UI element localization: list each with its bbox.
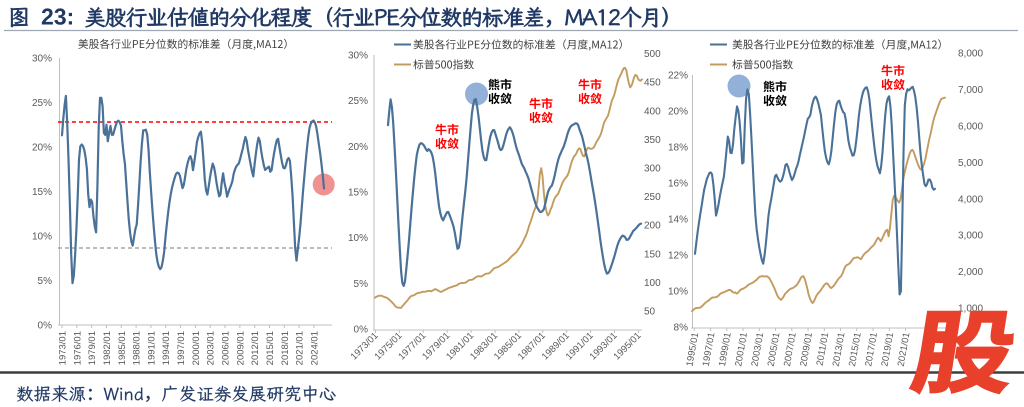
svg-text:22%: 22% bbox=[668, 71, 688, 82]
svg-text:2024/01: 2024/01 bbox=[309, 331, 320, 365]
svg-text:5%: 5% bbox=[354, 279, 369, 290]
svg-text:2012/01: 2012/01 bbox=[250, 331, 261, 365]
svg-text:2021/01: 2021/01 bbox=[295, 331, 306, 365]
svg-text:200: 200 bbox=[644, 221, 661, 232]
svg-text:7,000: 7,000 bbox=[958, 85, 983, 96]
svg-text:400: 400 bbox=[644, 106, 661, 117]
svg-text:150: 150 bbox=[644, 249, 661, 260]
svg-text:2006/01: 2006/01 bbox=[221, 331, 232, 365]
svg-text:15%: 15% bbox=[348, 188, 368, 199]
svg-text:14%: 14% bbox=[668, 215, 688, 226]
svg-text:1973/01: 1973/01 bbox=[58, 331, 69, 365]
svg-text:1997/01: 1997/01 bbox=[176, 331, 187, 365]
svg-text:20%: 20% bbox=[32, 143, 52, 154]
svg-text:10%: 10% bbox=[668, 287, 688, 298]
svg-text:1991/01: 1991/01 bbox=[146, 331, 157, 365]
svg-text:0%: 0% bbox=[354, 325, 369, 336]
svg-text:2003/01: 2003/01 bbox=[206, 331, 217, 365]
svg-text:3,000: 3,000 bbox=[958, 231, 983, 242]
svg-text:20%: 20% bbox=[668, 107, 688, 118]
svg-text:30%: 30% bbox=[32, 54, 52, 65]
svg-text:8,000: 8,000 bbox=[958, 49, 983, 60]
svg-text:15%: 15% bbox=[32, 187, 52, 198]
svg-text:30%: 30% bbox=[348, 51, 368, 62]
svg-text:16%: 16% bbox=[668, 179, 688, 190]
svg-text:5%: 5% bbox=[38, 276, 53, 287]
svg-text:350: 350 bbox=[644, 135, 661, 146]
svg-text:2018/01: 2018/01 bbox=[280, 331, 291, 365]
svg-text:100: 100 bbox=[644, 278, 661, 289]
svg-text:1988/01: 1988/01 bbox=[132, 331, 143, 365]
svg-text:25%: 25% bbox=[32, 98, 52, 109]
svg-text:2000/01: 2000/01 bbox=[191, 331, 202, 365]
svg-text:1985/01: 1985/01 bbox=[117, 331, 128, 365]
svg-text:25%: 25% bbox=[348, 96, 368, 107]
svg-text:1979/01: 1979/01 bbox=[87, 331, 98, 365]
svg-text:2009/01: 2009/01 bbox=[235, 331, 246, 365]
svg-text:10%: 10% bbox=[348, 233, 368, 244]
svg-text:20%: 20% bbox=[348, 142, 368, 153]
svg-text:500: 500 bbox=[644, 49, 661, 60]
svg-text:1982/01: 1982/01 bbox=[102, 331, 113, 365]
svg-text:300: 300 bbox=[644, 164, 661, 175]
svg-text:450: 450 bbox=[644, 78, 661, 89]
svg-text:18%: 18% bbox=[668, 143, 688, 154]
svg-text:4,000: 4,000 bbox=[958, 194, 983, 205]
svg-text:2015/01: 2015/01 bbox=[265, 331, 276, 365]
svg-text:1,000: 1,000 bbox=[958, 304, 983, 315]
svg-text:1994/01: 1994/01 bbox=[161, 331, 172, 365]
svg-text:50: 50 bbox=[644, 307, 656, 318]
svg-text:5,000: 5,000 bbox=[958, 158, 983, 169]
svg-text:1976/01: 1976/01 bbox=[72, 331, 83, 365]
svg-text:6,000: 6,000 bbox=[958, 122, 983, 133]
svg-text:0%: 0% bbox=[38, 321, 53, 332]
svg-text:8%: 8% bbox=[674, 323, 689, 334]
svg-text:12%: 12% bbox=[668, 251, 688, 262]
svg-text:10%: 10% bbox=[32, 232, 52, 243]
svg-text:250: 250 bbox=[644, 192, 661, 203]
svg-text:2,000: 2,000 bbox=[958, 267, 983, 278]
